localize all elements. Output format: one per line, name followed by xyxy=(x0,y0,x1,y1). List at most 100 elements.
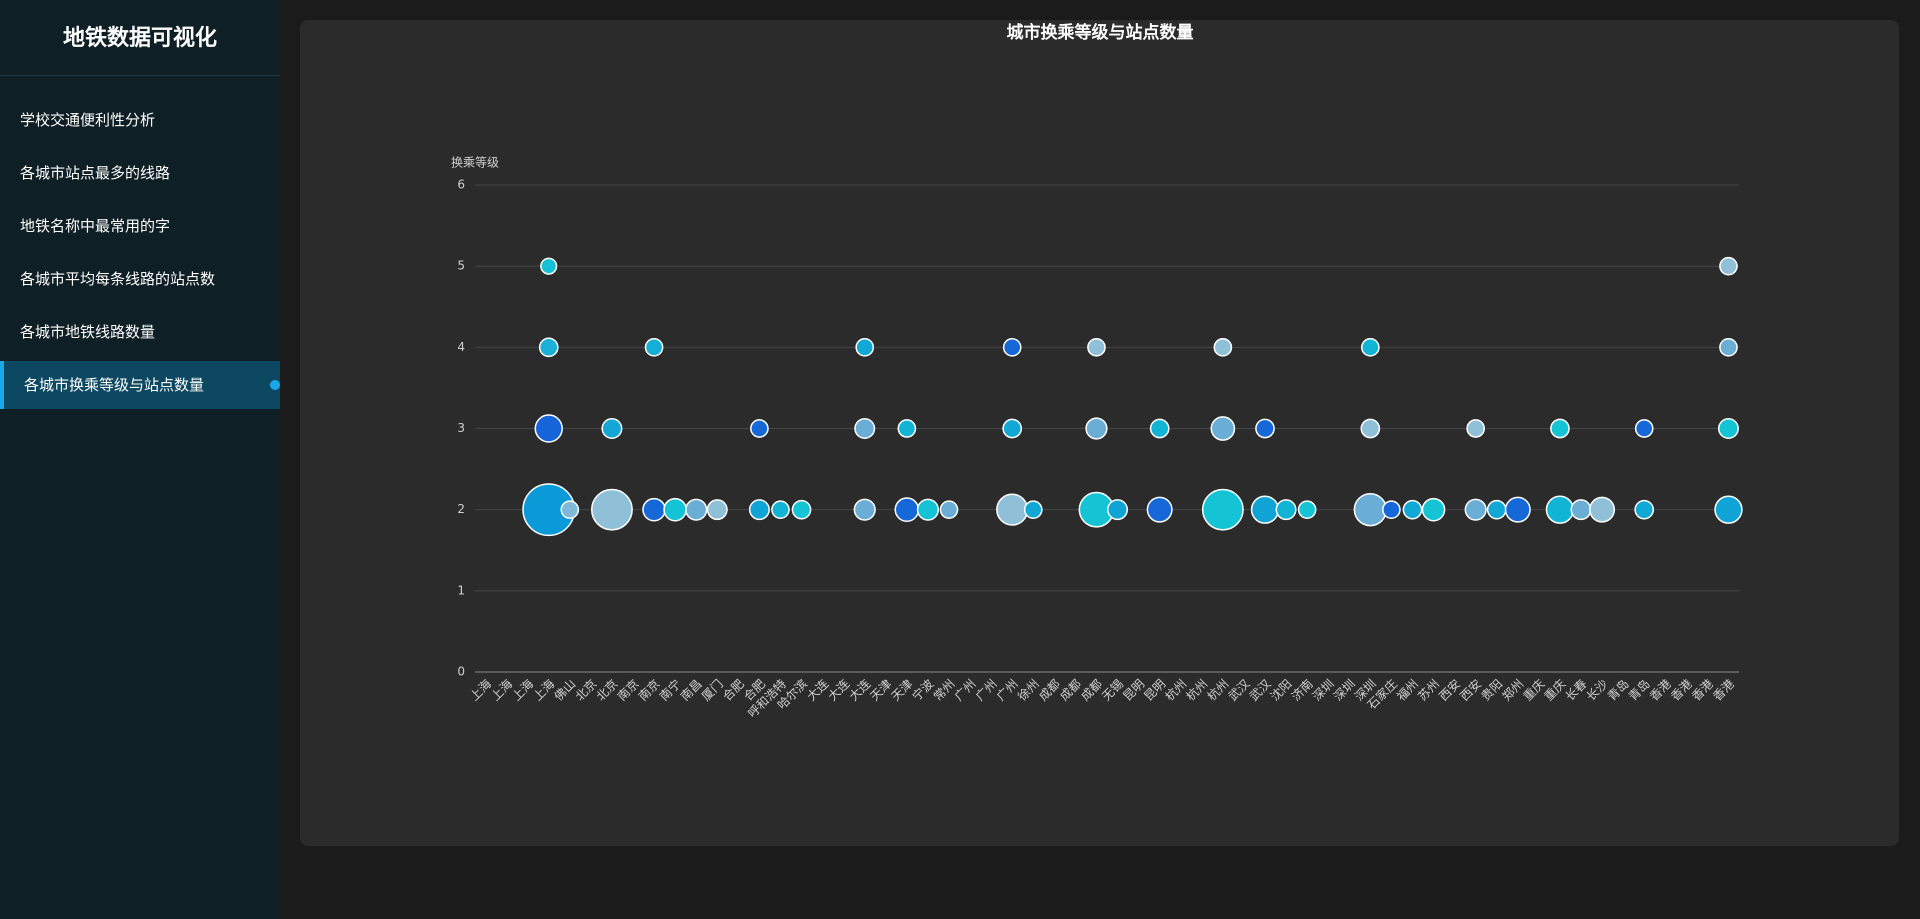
bubble xyxy=(1421,497,1446,522)
x-tick-label: 长沙 xyxy=(1584,677,1611,704)
x-tick-label: 成都 xyxy=(1057,677,1084,704)
bubble xyxy=(540,257,558,275)
x-tick-label: 佛山 xyxy=(552,677,579,704)
bubble xyxy=(1023,500,1043,519)
bubble xyxy=(897,419,917,438)
x-tick-label: 西安 xyxy=(1436,676,1464,704)
bubble xyxy=(1087,338,1106,357)
x-tick-label: 天津 xyxy=(889,677,916,704)
bubble xyxy=(1504,496,1531,523)
bubble xyxy=(1382,500,1401,519)
bubble xyxy=(1107,499,1129,521)
bubble xyxy=(750,419,769,438)
x-tick-label: 长春 xyxy=(1563,677,1590,704)
bubble xyxy=(1589,496,1616,523)
x-tick-label: 南昌 xyxy=(677,676,705,704)
x-tick-label: 青岛 xyxy=(1625,676,1653,704)
bubble xyxy=(894,497,920,523)
menu-item[interactable]: 各城市地铁线路数量 xyxy=(20,323,156,341)
bubble xyxy=(1486,499,1507,520)
bubble xyxy=(1255,418,1275,439)
bubble xyxy=(560,500,580,519)
menu-item[interactable]: 各城市平均每条线路的站点数 xyxy=(20,270,216,288)
bubble xyxy=(939,500,959,519)
y-tick-label: 5 xyxy=(457,259,465,273)
bubble xyxy=(1360,418,1381,439)
bubble xyxy=(1570,499,1592,521)
x-tick-label: 昆明 xyxy=(1141,677,1168,704)
x-tick-label: 重庆 xyxy=(1521,677,1548,704)
bubble xyxy=(1464,498,1487,521)
x-tick-label: 上海 xyxy=(509,676,537,704)
x-tick-label: 成都 xyxy=(1078,677,1105,704)
bubble xyxy=(1545,495,1575,524)
bubble xyxy=(1402,499,1423,520)
bubble xyxy=(1550,418,1570,439)
bubble xyxy=(1250,495,1280,524)
x-tick-label: 大连 xyxy=(825,676,853,704)
x-tick-label: 深圳 xyxy=(1310,677,1337,704)
x-tick-label: 郑州 xyxy=(1499,676,1527,704)
x-tick-label: 香港 xyxy=(1647,677,1674,704)
bubble xyxy=(853,498,876,521)
x-tick-label: 无锡 xyxy=(1099,676,1127,704)
sidebar: 地铁数据可视化 学校交通便利性分析 各城市站点最多的线路 地铁名称中最常用的字 各城市… xyxy=(0,0,280,919)
y-tick-label: 1 xyxy=(457,583,465,597)
x-tick-label: 广州 xyxy=(994,677,1021,704)
x-tick-label: 宁波 xyxy=(909,676,937,704)
bubble xyxy=(1275,499,1297,521)
bubble xyxy=(538,337,559,358)
bubble xyxy=(748,499,770,521)
x-tick-label: 上海 xyxy=(467,676,495,704)
x-tick-label: 上海 xyxy=(488,676,516,704)
menu-item[interactable]: 各城市换乘等级与站点数量 xyxy=(0,361,280,409)
bubble xyxy=(996,493,1029,526)
bubble xyxy=(644,338,664,357)
x-tick-label: 合肥 xyxy=(719,676,747,704)
x-tick-label: 西安 xyxy=(1457,676,1485,704)
x-tick-label: 香港 xyxy=(1668,677,1695,704)
bubble xyxy=(1149,418,1170,439)
x-tick-label: 南京 xyxy=(614,676,642,704)
x-tick-label: 杭州 xyxy=(1162,676,1190,704)
bubble xyxy=(1719,338,1738,357)
x-tick-label: 北京 xyxy=(573,677,600,704)
bubble xyxy=(1719,256,1738,276)
bubble xyxy=(1714,495,1743,524)
menu-item[interactable]: 各城市站点最多的线路 xyxy=(20,164,171,182)
bubble xyxy=(1002,418,1023,439)
bubble xyxy=(534,414,563,443)
bubble xyxy=(601,418,623,439)
x-tick-label: 贵阳 xyxy=(1478,677,1505,704)
x-tick-label: 徐州 xyxy=(1014,676,1042,704)
x-tick-label: 南宁 xyxy=(656,676,684,704)
x-tick-label: 大连 xyxy=(846,676,874,704)
bubble xyxy=(685,498,708,521)
bubble xyxy=(855,338,875,357)
x-tick-label: 深圳 xyxy=(1331,677,1358,704)
x-tick-label: 成都 xyxy=(1036,677,1063,704)
bubble xyxy=(663,497,687,522)
bubble xyxy=(1361,338,1380,357)
x-tick-label: 香港 xyxy=(1689,677,1716,704)
bubble xyxy=(1634,499,1655,520)
menu-item[interactable]: 地铁名称中最常用的字 xyxy=(20,217,171,235)
bubble xyxy=(1634,419,1654,438)
x-tick-label: 武汉 xyxy=(1226,677,1253,704)
y-tick-label: 0 xyxy=(457,665,465,679)
bubble xyxy=(1201,488,1244,531)
x-tick-label: 香港 xyxy=(1710,677,1737,704)
menu-item[interactable]: 学校交通便利性分析 xyxy=(20,111,156,129)
bubble xyxy=(854,418,876,439)
y-tick-label: 2 xyxy=(457,502,465,516)
bubble xyxy=(791,499,812,520)
bubble xyxy=(771,500,790,519)
bubble xyxy=(642,497,666,522)
x-tick-label: 福州 xyxy=(1393,676,1421,704)
bubble xyxy=(1213,338,1233,357)
bubble xyxy=(1717,418,1739,439)
bubble xyxy=(1466,419,1485,438)
x-tick-label: 济南 xyxy=(1288,676,1316,704)
